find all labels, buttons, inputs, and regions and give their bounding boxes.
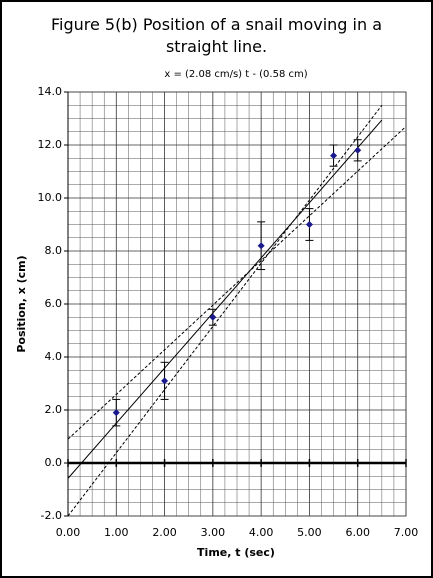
- x-tick-label: 4.00: [249, 526, 274, 539]
- chart-title: Figure 5(b) Position of a snail moving i…: [50, 15, 383, 56]
- y-tick-label: 6.0: [45, 297, 63, 310]
- x-tick-label: 7.00: [394, 526, 419, 539]
- point: [209, 313, 217, 321]
- fit-line: [67, 126, 407, 440]
- x-tick-label: 5.00: [297, 526, 322, 539]
- point: [305, 221, 313, 228]
- x-tick-label: 2.00: [152, 526, 177, 539]
- x-tick-label: 3.00: [201, 526, 226, 539]
- y-tick-label: 2.0: [45, 403, 63, 416]
- y-tick-label: 10.0: [38, 191, 63, 204]
- point: [330, 152, 338, 160]
- fit-line: [67, 104, 383, 517]
- point: [257, 242, 265, 250]
- chart-subtitle: x = (2.08 cm/s) t - (0.58 cm): [164, 69, 307, 80]
- x-tick-label: 0.00: [56, 526, 81, 539]
- title-box: Figure 5(b) Position of a snail moving i…: [50, 15, 383, 56]
- x-tick-label: 1.00: [104, 526, 129, 539]
- point: [161, 377, 169, 385]
- point: [112, 409, 120, 417]
- y-tick-label: 4.0: [45, 350, 63, 363]
- y-axis-label: Position, x (cm): [15, 255, 28, 352]
- y-tick-label: 14.0: [38, 85, 63, 98]
- x-axis-label: Time, t (sec): [197, 546, 275, 559]
- y-tick-label: 12.0: [38, 138, 63, 151]
- fit-line: [67, 119, 383, 479]
- y-tick-label: 8.0: [45, 244, 63, 257]
- y-tick-label: 0.0: [45, 456, 63, 469]
- point: [354, 146, 362, 154]
- y-tick-label: -2.0: [41, 509, 62, 522]
- x-tick-label: 6.00: [345, 526, 370, 539]
